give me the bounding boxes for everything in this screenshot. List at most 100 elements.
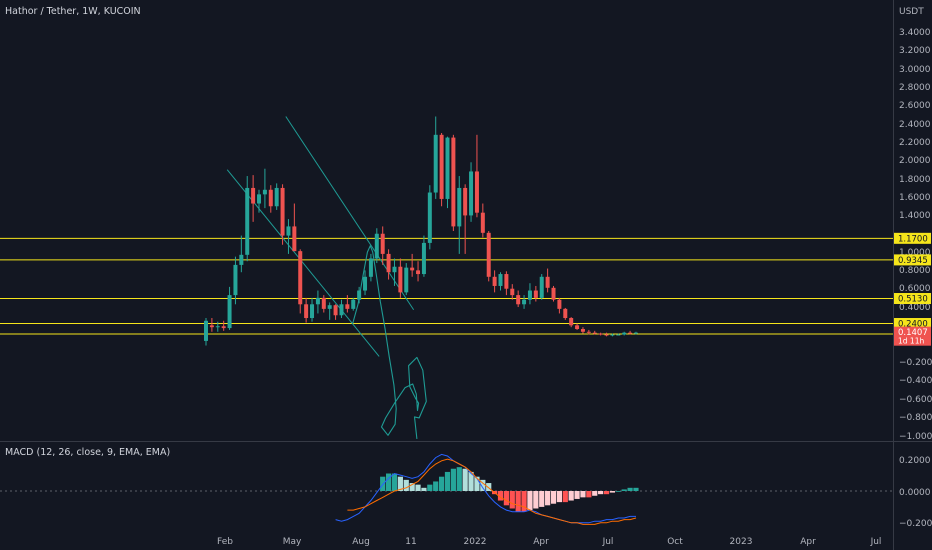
candle-body xyxy=(586,331,591,333)
y-tick-label: 0.6000 xyxy=(899,284,931,294)
candle-body xyxy=(628,332,633,334)
candle-body xyxy=(469,171,474,216)
current-price-label: 0.1407 xyxy=(898,328,928,338)
signal-line xyxy=(347,458,637,525)
candle xyxy=(392,258,397,286)
candle-body xyxy=(292,226,297,252)
projection-drawing[interactable] xyxy=(352,245,427,439)
candle-body xyxy=(233,264,238,296)
candle xyxy=(616,333,621,336)
candle-body xyxy=(527,290,532,300)
candle-body xyxy=(262,189,267,195)
macd-y-tick-label: 0.0000 xyxy=(899,488,931,498)
candle xyxy=(504,271,509,296)
candle xyxy=(457,176,462,254)
macd-axis[interactable]: 0.2000 0.0000 −0.2000 xyxy=(899,456,932,529)
candle xyxy=(204,318,208,346)
candle xyxy=(398,258,403,298)
candle-body xyxy=(315,297,320,305)
level-badge-label: 0.9345 xyxy=(898,256,928,266)
candle xyxy=(221,320,226,331)
candle-body xyxy=(563,308,568,319)
macd-histogram-bar xyxy=(385,473,392,491)
horizontal-levels[interactable] xyxy=(0,237,893,335)
x-tick-label: 2023 xyxy=(730,537,753,547)
x-tick-label: Oct xyxy=(667,537,683,547)
macd-histogram-bar xyxy=(633,487,639,491)
candle-body xyxy=(351,299,356,309)
macd-y-tick-label: −0.2000 xyxy=(899,519,932,529)
candle xyxy=(410,253,415,277)
macd-histogram-bar xyxy=(515,491,521,512)
y-tick-label: 1.8000 xyxy=(899,175,931,185)
trendline[interactable] xyxy=(285,116,415,311)
candle xyxy=(551,285,556,302)
candle-body xyxy=(392,266,397,273)
candle-body xyxy=(321,297,326,309)
macd-histogram-bar xyxy=(603,491,610,495)
macd-histogram-bar xyxy=(397,476,403,491)
y-tick-label: 2.6000 xyxy=(899,101,931,111)
candle-body xyxy=(209,325,214,328)
candle xyxy=(251,175,256,222)
y-tick-label: 0.4000 xyxy=(899,303,931,313)
candle-body xyxy=(421,242,426,275)
macd-histogram-bar xyxy=(480,479,486,491)
y-tick-label: 3.2000 xyxy=(899,46,931,56)
macd-histogram-bar xyxy=(621,489,627,491)
candle-body xyxy=(592,332,597,334)
candle-body xyxy=(463,187,468,216)
candle-body xyxy=(374,233,379,259)
candle xyxy=(480,203,485,238)
macd-histogram-bar xyxy=(550,491,557,504)
x-tick-label: 2022 xyxy=(464,537,487,547)
candle-body xyxy=(492,276,497,286)
candle xyxy=(327,302,332,320)
macd-histogram-bar xyxy=(462,468,468,491)
candle-body xyxy=(616,334,621,336)
candle-body xyxy=(539,276,544,298)
candle xyxy=(421,235,426,277)
x-tick-label: Apr xyxy=(800,537,816,547)
y-tick-label: −0.6000 xyxy=(899,395,932,405)
price-axis[interactable]: 3.4000 3.2000 3.0000 2.8000 2.6000 2.400… xyxy=(899,28,932,442)
y-tick-label: −0.4000 xyxy=(899,376,932,386)
candle-body xyxy=(610,334,615,336)
macd-histogram-bar xyxy=(497,491,504,501)
candle-body xyxy=(510,288,515,296)
candle xyxy=(622,331,627,336)
candle xyxy=(492,270,497,293)
candle-body xyxy=(551,287,556,300)
candle-body xyxy=(439,134,444,199)
candle xyxy=(215,321,220,332)
macd-histogram-bar xyxy=(468,471,474,491)
candle xyxy=(239,235,244,273)
y-tick-label: −0.8000 xyxy=(899,413,932,423)
y-tick-label: 2.2000 xyxy=(899,138,931,148)
candle-body xyxy=(575,325,580,330)
candle-body xyxy=(245,187,250,255)
time-axis[interactable]: Feb May Aug 11 2022 Apr Jul Oct 2023 Apr… xyxy=(217,537,881,547)
macd-title: MACD (12, 26, close, 9, EMA, EMA) xyxy=(5,447,170,458)
candle xyxy=(374,228,379,264)
level-badge-label: 0.2400 xyxy=(898,320,928,330)
candle xyxy=(598,332,603,336)
candle xyxy=(233,256,238,305)
candle xyxy=(433,116,438,199)
candle-body xyxy=(522,299,527,305)
candle-body xyxy=(445,137,450,199)
macd-histogram-bar xyxy=(403,479,409,491)
candle xyxy=(304,297,309,323)
candle xyxy=(628,330,633,335)
candle-body xyxy=(433,134,438,193)
macd-histogram-bar xyxy=(391,473,398,491)
level-badge-label: 1.1700 xyxy=(898,235,928,245)
candle xyxy=(533,285,538,302)
candle-body xyxy=(622,332,627,335)
candle xyxy=(274,183,279,210)
projection-path[interactable] xyxy=(352,245,427,439)
candle-body xyxy=(498,274,503,286)
candle-body xyxy=(304,304,309,319)
